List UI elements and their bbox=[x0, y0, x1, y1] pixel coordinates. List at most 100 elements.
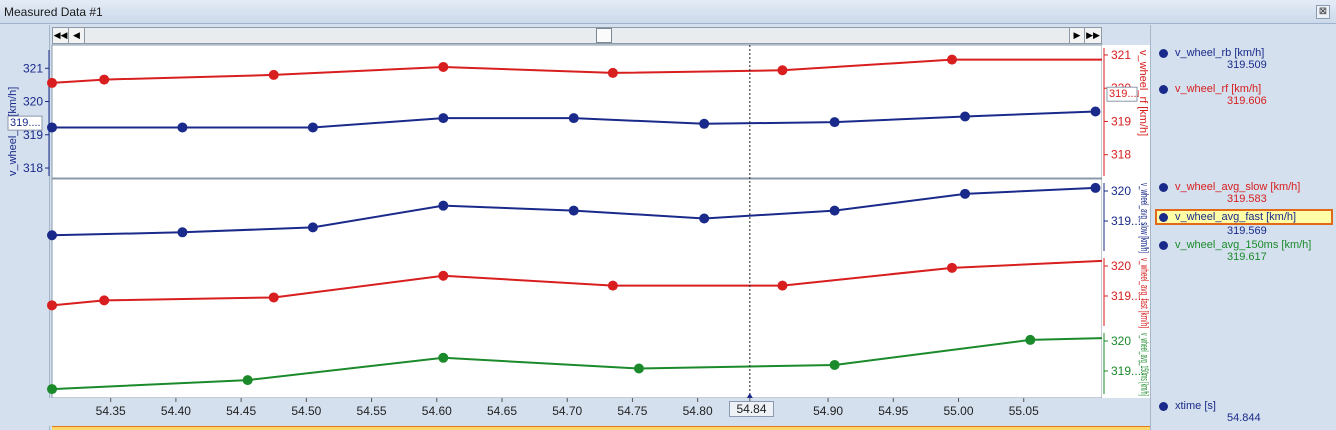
x-axis-area bbox=[0, 398, 1150, 426]
x-tick-label: 54.60 bbox=[422, 404, 452, 418]
data-point bbox=[47, 230, 57, 241]
band-tick-label: 319.... bbox=[1111, 289, 1144, 303]
status-strip bbox=[52, 426, 1150, 430]
right-tick-label: 318 bbox=[1111, 148, 1131, 162]
data-point bbox=[829, 117, 840, 128]
legend-dot-icon bbox=[1159, 213, 1168, 222]
data-point bbox=[242, 375, 253, 386]
data-point bbox=[99, 295, 110, 306]
data-point bbox=[438, 113, 449, 124]
x-tick-label: 54.75 bbox=[617, 404, 647, 418]
data-point bbox=[438, 270, 449, 281]
band-tick-label: 320 bbox=[1111, 259, 1131, 273]
data-point bbox=[699, 118, 710, 129]
scroll-thumb[interactable] bbox=[596, 28, 612, 43]
close-icon[interactable]: ⊠ bbox=[1316, 5, 1330, 19]
scroll-last-button[interactable]: ▶▶ bbox=[1085, 28, 1101, 43]
band-tick-label: 320 bbox=[1111, 184, 1131, 198]
bottom-plot-area bbox=[51, 178, 1103, 399]
band-tick-label: 319.... bbox=[1111, 364, 1144, 378]
band-tick-label: 319.... bbox=[1111, 214, 1144, 228]
data-point bbox=[568, 205, 579, 216]
legend-signal-name: v_wheel_rb [km/h] bbox=[1157, 47, 1333, 59]
cursor-time-label[interactable]: 54.84 bbox=[729, 401, 774, 417]
legend-signal-value: 319.509 bbox=[1227, 59, 1267, 71]
legend-signal-name: v_wheel_rf [km/h] bbox=[1157, 83, 1333, 95]
left-axis-panel bbox=[0, 25, 50, 430]
legend-signal-name: xtime [s] bbox=[1157, 400, 1333, 412]
data-point bbox=[699, 213, 710, 224]
data-point bbox=[607, 67, 618, 78]
band-axis-title: v_wheel_avg_150ms [km/h] bbox=[1138, 333, 1150, 396]
x-tick-label: 54.45 bbox=[226, 404, 256, 418]
measurement-plot[interactable]: 321 320 319 318 v_wheel_rb [km/h] 319.... 321 3… bbox=[0, 0, 1150, 430]
data-point bbox=[47, 77, 57, 88]
legend-dot-icon bbox=[1159, 85, 1168, 94]
legend-dot-icon bbox=[1159, 402, 1168, 411]
x-tick-label: 55.05 bbox=[1009, 404, 1039, 418]
top-plot-area bbox=[51, 44, 1103, 179]
legend-item[interactable]: v_wheel_avg_150ms [km/h] 319.617 bbox=[1157, 239, 1333, 263]
x-tick-label: 54.35 bbox=[96, 404, 126, 418]
legend-item[interactable]: v_wheel_avg_fast [km/h] 319.569 bbox=[1155, 209, 1333, 237]
scroll-prev-button[interactable]: ◀ bbox=[69, 28, 85, 43]
left-tick-label: 320 bbox=[23, 95, 43, 109]
data-point bbox=[960, 111, 971, 122]
legend-item[interactable]: xtime [s] 54.844 bbox=[1157, 400, 1333, 424]
data-point bbox=[47, 300, 57, 311]
legend-signal-name: v_wheel_avg_fast [km/h] bbox=[1155, 209, 1333, 225]
series-line-v_wheel_avg_fast bbox=[51, 259, 1103, 307]
data-point bbox=[1090, 182, 1101, 193]
scroll-next-button[interactable]: ▶ bbox=[1069, 28, 1085, 43]
data-point bbox=[829, 205, 840, 216]
legend-signal-value: 319.569 bbox=[1227, 225, 1267, 237]
right-cursor-value: 319.... bbox=[1109, 88, 1140, 100]
legend-dot-icon bbox=[1159, 241, 1168, 250]
data-point bbox=[947, 262, 957, 273]
scroll-first-button[interactable]: ◀◀ bbox=[53, 28, 69, 43]
legend-signal-value: 319.606 bbox=[1227, 95, 1267, 107]
data-point bbox=[438, 200, 449, 211]
data-point bbox=[777, 65, 788, 76]
signal-legend: v_wheel_rb [km/h] 319.509 v_wheel_rf [km/h… bbox=[1150, 25, 1336, 430]
right-axis-title: v_wheel_rf [km/h] bbox=[1137, 50, 1149, 136]
band-axis-title: v_wheel_avg_fast [km/h] bbox=[1138, 258, 1150, 328]
series-line-v_wheel_rf bbox=[51, 58, 1102, 84]
data-point bbox=[47, 122, 57, 133]
data-point bbox=[829, 359, 840, 370]
time-scrollbar[interactable]: ◀◀ ◀ ▶ ▶▶ bbox=[52, 27, 1102, 44]
legend-signal-value: 319.617 bbox=[1227, 251, 1267, 263]
right-tick-label: 321 bbox=[1111, 48, 1131, 62]
data-point bbox=[947, 54, 957, 65]
data-point bbox=[960, 188, 971, 199]
legend-dot-icon bbox=[1159, 183, 1168, 192]
data-point bbox=[177, 227, 188, 238]
data-point bbox=[177, 122, 188, 133]
window-title: Measured Data #1 bbox=[4, 5, 103, 19]
data-point bbox=[268, 69, 279, 80]
data-point bbox=[268, 292, 279, 303]
x-tick-label: 55.00 bbox=[944, 404, 974, 418]
x-tick-label: 54.70 bbox=[552, 404, 582, 418]
legend-item[interactable]: v_wheel_avg_slow [km/h] 319.583 bbox=[1157, 181, 1333, 205]
data-point bbox=[47, 384, 57, 395]
right-tick-label: 319 bbox=[1111, 114, 1131, 128]
left-tick-label: 321 bbox=[23, 61, 43, 75]
left-tick-label: 318 bbox=[23, 161, 43, 175]
x-tick-label: 54.95 bbox=[878, 404, 908, 418]
data-point bbox=[1090, 106, 1101, 117]
data-point bbox=[1025, 334, 1036, 345]
left-axis-title: v_wheel_rb [km/h] bbox=[7, 87, 19, 176]
legend-item[interactable]: v_wheel_rb [km/h] 319.509 bbox=[1157, 47, 1333, 71]
legend-dot-icon bbox=[1159, 49, 1168, 58]
data-point bbox=[99, 74, 110, 85]
x-tick-label: 54.55 bbox=[357, 404, 387, 418]
data-point bbox=[438, 352, 449, 363]
legend-item[interactable]: v_wheel_rf [km/h] 319.606 bbox=[1157, 83, 1333, 107]
data-point bbox=[307, 222, 318, 233]
legend-signal-name: v_wheel_avg_150ms [km/h] bbox=[1157, 239, 1333, 251]
right-axis-area bbox=[1102, 45, 1150, 398]
data-point bbox=[633, 363, 644, 374]
data-point bbox=[307, 122, 318, 133]
legend-signal-name: v_wheel_avg_slow [km/h] bbox=[1157, 181, 1333, 193]
